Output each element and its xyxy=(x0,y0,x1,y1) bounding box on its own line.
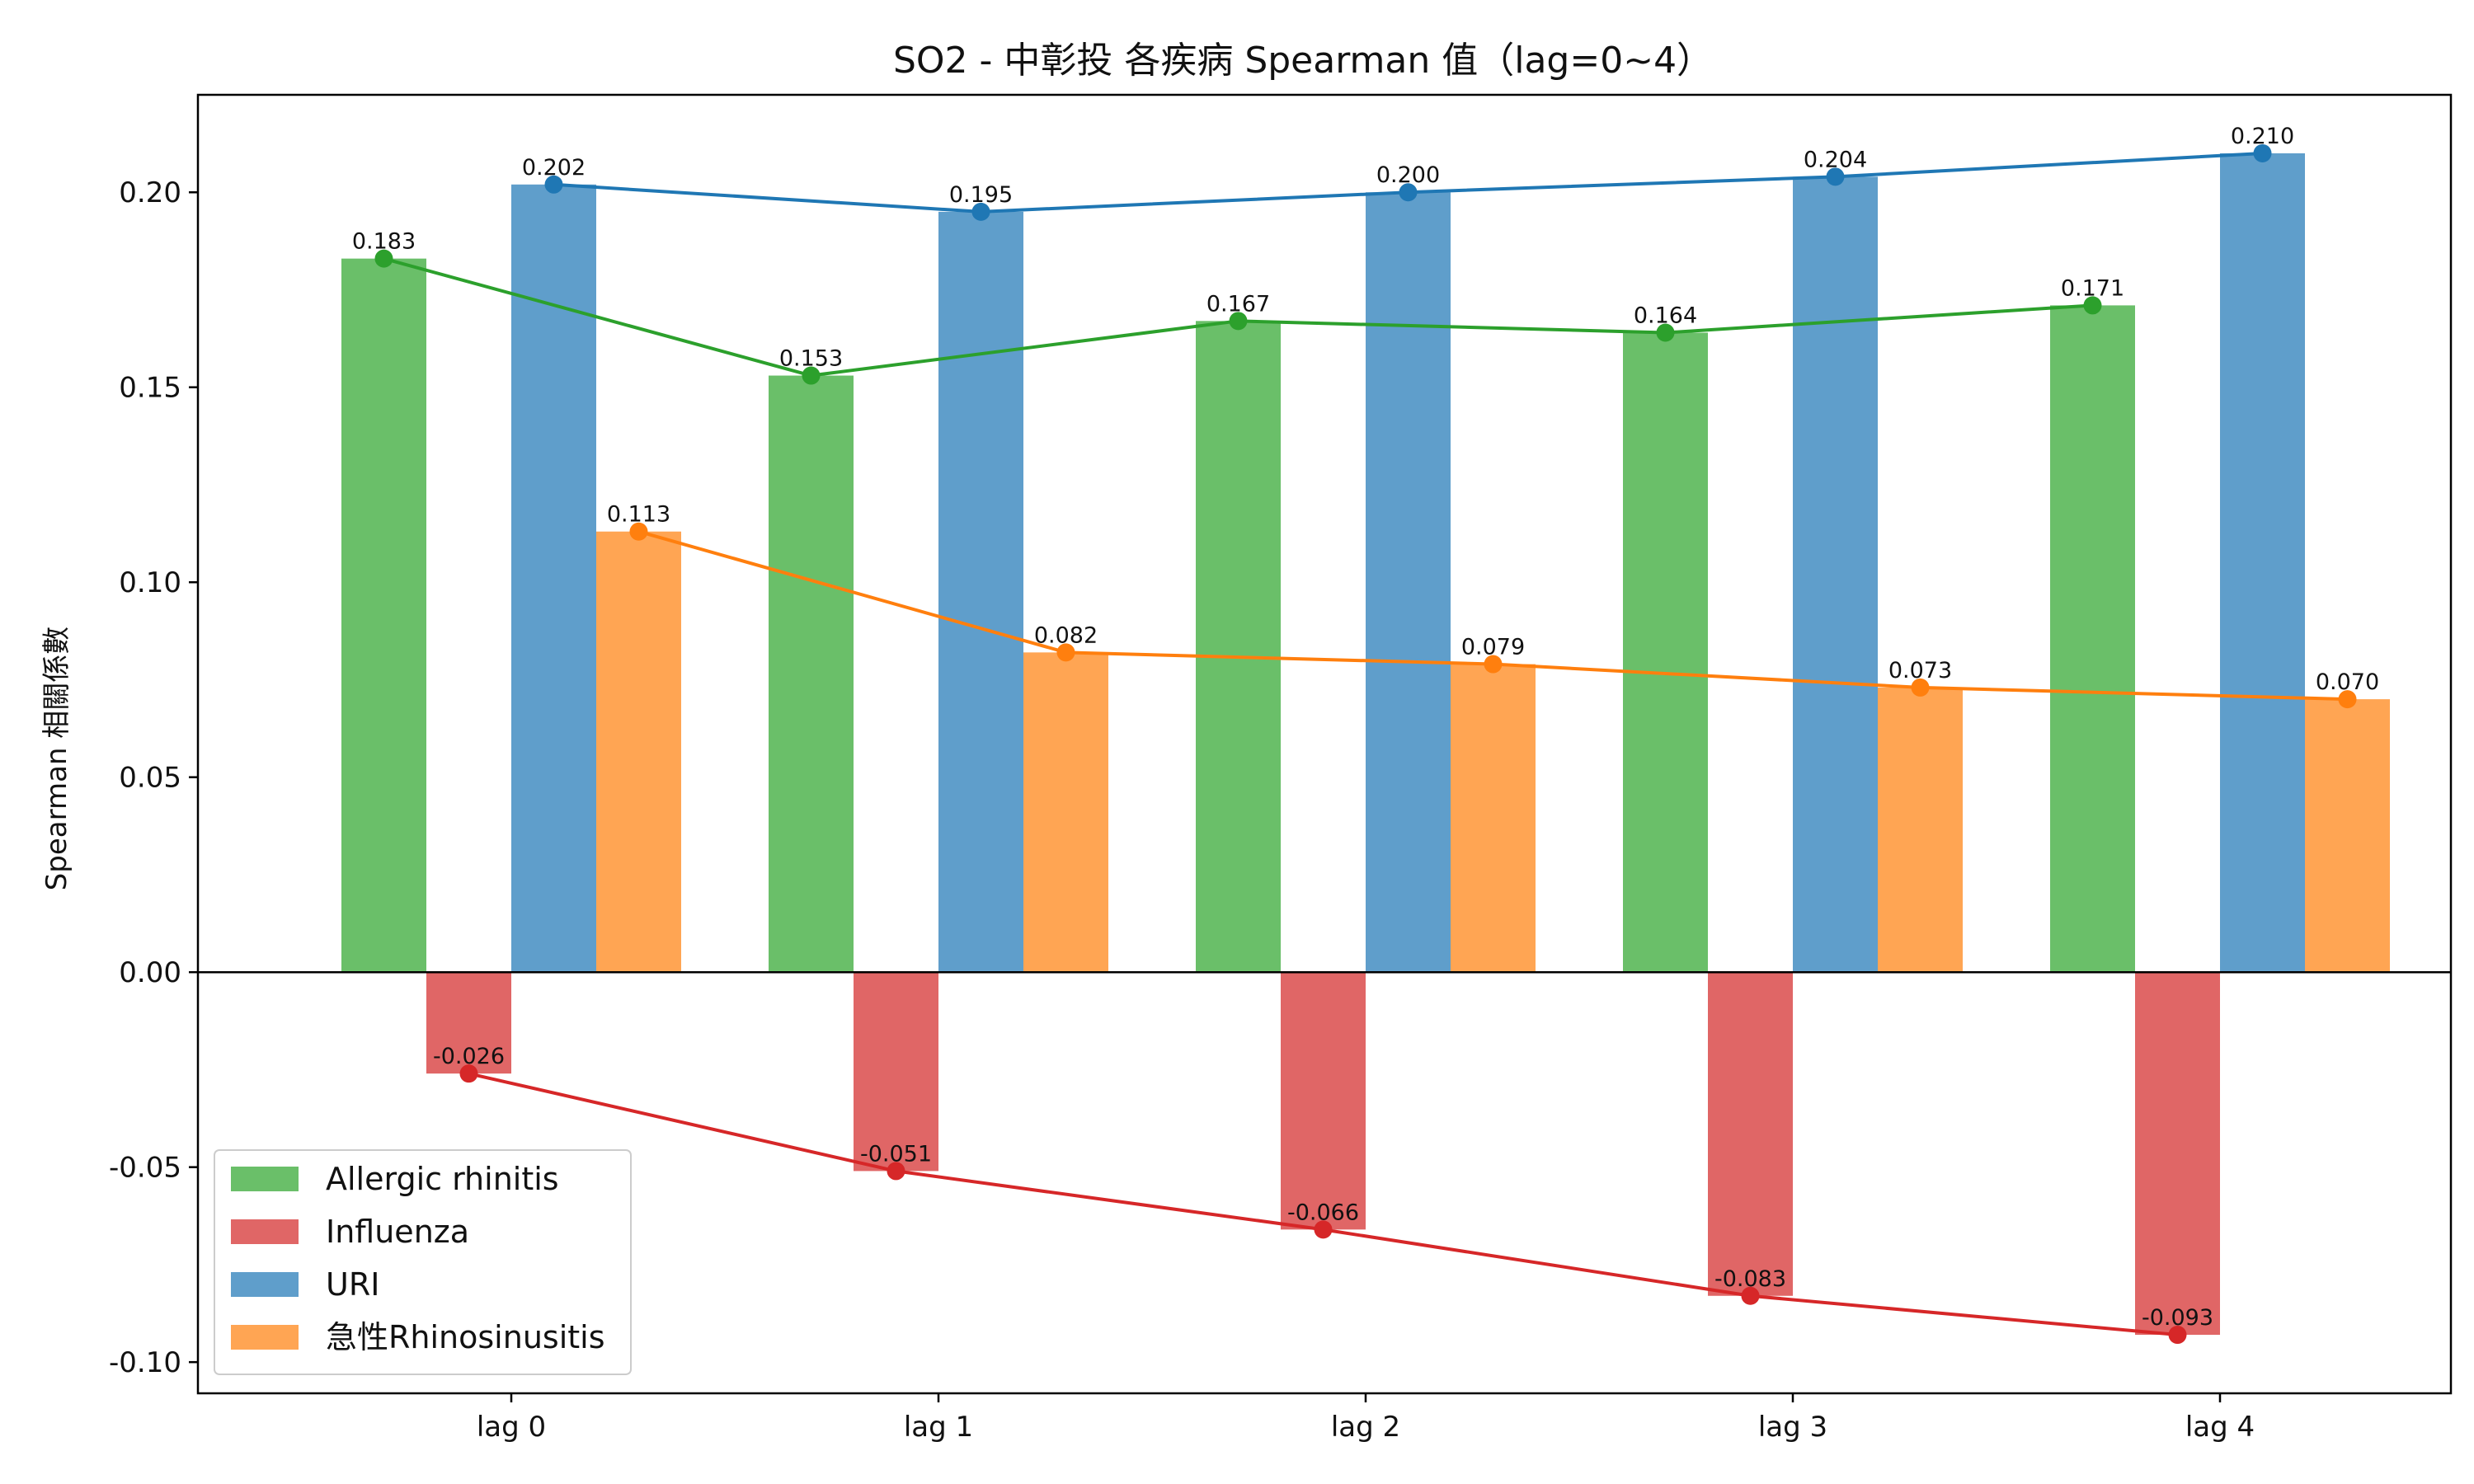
marker-allergic-rhinitis-2 xyxy=(1229,312,1248,331)
bar-allergic-rhinitis-2 xyxy=(1196,321,1281,973)
bar-influenza-3 xyxy=(1708,972,1793,1296)
marker-influenza-1 xyxy=(887,1162,905,1181)
data-label-allergic-rhinitis-4: 0.171 xyxy=(2061,275,2124,301)
bars-layer xyxy=(341,153,2390,1336)
y-tick-label-0: -0.10 xyxy=(109,1346,181,1379)
marker-uri-4 xyxy=(2253,143,2272,162)
bar-influenza-0 xyxy=(426,972,511,1074)
legend-label-2: URI xyxy=(326,1266,379,1303)
data-label-uri-1: 0.195 xyxy=(949,182,1013,208)
bar-rhinosinusitis-4 xyxy=(2305,699,2390,973)
legend-label-0: Allergic rhinitis xyxy=(326,1161,559,1197)
y-tick-label-3: 0.05 xyxy=(119,762,181,795)
data-label-uri-3: 0.204 xyxy=(1804,147,1867,172)
marker-influenza-0 xyxy=(459,1064,478,1083)
data-label-rhinosinusitis-3: 0.073 xyxy=(1888,658,1952,683)
y-tick-label-2: 0.00 xyxy=(119,956,181,989)
marker-influenza-3 xyxy=(1741,1286,1760,1305)
bar-allergic-rhinitis-4 xyxy=(2050,305,2135,973)
data-label-allergic-rhinitis-0: 0.183 xyxy=(352,229,416,255)
legend-box xyxy=(214,1149,632,1375)
plot-frame xyxy=(196,93,2453,1395)
data-label-influenza-2: -0.066 xyxy=(1287,1200,1359,1225)
data-label-influenza-3: -0.083 xyxy=(1714,1266,1786,1292)
marker-uri-3 xyxy=(1826,167,1845,186)
x-tick-label-4: lag 4 xyxy=(2185,1411,2255,1444)
data-label-rhinosinusitis-2: 0.079 xyxy=(1461,635,1525,660)
marker-rhinosinusitis-3 xyxy=(1911,678,1930,697)
data-label-rhinosinusitis-1: 0.082 xyxy=(1034,622,1098,648)
bar-uri-3 xyxy=(1793,176,1878,973)
bar-uri-2 xyxy=(1366,192,1451,973)
bar-allergic-rhinitis-0 xyxy=(341,258,426,973)
legend-swatch-2 xyxy=(231,1272,299,1297)
bar-uri-1 xyxy=(938,211,1023,973)
lines-layer xyxy=(374,143,2357,1345)
data-label-uri-2: 0.200 xyxy=(1376,162,1440,188)
marker-uri-1 xyxy=(971,202,990,221)
marker-influenza-2 xyxy=(1314,1220,1333,1239)
marker-allergic-rhinitis-4 xyxy=(2083,296,2102,315)
y-tick-label-4: 0.10 xyxy=(119,566,181,599)
data-labels-layer: 0.183 0.153 0.167 0.164 0.171 -0.026 -0.051 -0.… xyxy=(352,124,2379,1331)
x-tick-label-3: lag 3 xyxy=(1758,1411,1827,1444)
legend-swatch-1 xyxy=(231,1219,299,1244)
bar-rhinosinusitis-0 xyxy=(596,531,681,973)
legend-label-1: Influenza xyxy=(326,1214,469,1250)
marker-uri-2 xyxy=(1399,183,1418,202)
data-label-allergic-rhinitis-2: 0.167 xyxy=(1206,291,1270,317)
bar-rhinosinusitis-2 xyxy=(1451,664,1536,973)
y-axis: -0.10 -0.05 0.00 0.05 0.10 0.15 0.20 xyxy=(109,176,198,1379)
marker-influenza-4 xyxy=(2168,1326,2187,1345)
data-label-allergic-rhinitis-3: 0.164 xyxy=(1634,303,1697,329)
marker-rhinosinusitis-1 xyxy=(1056,643,1075,662)
marker-rhinosinusitis-0 xyxy=(629,522,648,541)
bar-influenza-1 xyxy=(854,972,938,1172)
marker-rhinosinusitis-4 xyxy=(2338,690,2357,709)
legend-swatch-0 xyxy=(231,1167,299,1191)
bar-uri-0 xyxy=(511,184,596,973)
data-label-influenza-4: -0.093 xyxy=(2142,1305,2213,1331)
data-label-rhinosinusitis-0: 0.113 xyxy=(607,502,670,528)
bar-uri-4 xyxy=(2220,153,2305,973)
legend: Allergic rhinitis Influenza URI 急性Rhinosinu… xyxy=(214,1149,632,1375)
data-label-influenza-1: -0.051 xyxy=(860,1141,932,1167)
data-label-uri-0: 0.202 xyxy=(522,155,586,181)
y-tick-label-6: 0.20 xyxy=(119,176,181,209)
data-label-rhinosinusitis-4: 0.070 xyxy=(2316,669,2379,695)
legend-swatch-3 xyxy=(231,1325,299,1350)
data-label-allergic-rhinitis-1: 0.153 xyxy=(779,346,843,372)
bar-rhinosinusitis-3 xyxy=(1878,687,1963,973)
marker-uri-0 xyxy=(544,175,563,194)
bar-influenza-2 xyxy=(1281,972,1366,1230)
x-tick-label-2: lag 2 xyxy=(1331,1411,1400,1444)
y-axis-title: Spearman 相關係數 xyxy=(40,627,73,891)
bar-influenza-4 xyxy=(2135,972,2220,1336)
marker-allergic-rhinitis-0 xyxy=(374,249,393,268)
legend-label-3: 急性Rhinosinusitis xyxy=(326,1319,605,1355)
chart-title: SO2 - 中彰投 各疾病 Spearman 值（lag=0~4） xyxy=(893,40,1713,82)
x-tick-label-0: lag 0 xyxy=(477,1411,546,1444)
x-axis: lag 0 lag 1 lag 2 lag 3 lag 4 xyxy=(477,1393,2255,1444)
marker-allergic-rhinitis-3 xyxy=(1656,323,1675,342)
marker-rhinosinusitis-2 xyxy=(1484,655,1503,674)
bar-allergic-rhinitis-1 xyxy=(769,375,854,973)
y-tick-label-5: 0.15 xyxy=(119,372,181,405)
bar-allergic-rhinitis-3 xyxy=(1623,332,1708,973)
data-label-influenza-0: -0.026 xyxy=(433,1044,505,1069)
data-label-uri-4: 0.210 xyxy=(2231,124,2294,149)
y-tick-label-1: -0.05 xyxy=(109,1152,181,1185)
marker-allergic-rhinitis-1 xyxy=(802,366,821,385)
x-tick-label-1: lag 1 xyxy=(904,1411,973,1444)
bar-rhinosinusitis-1 xyxy=(1023,652,1108,973)
